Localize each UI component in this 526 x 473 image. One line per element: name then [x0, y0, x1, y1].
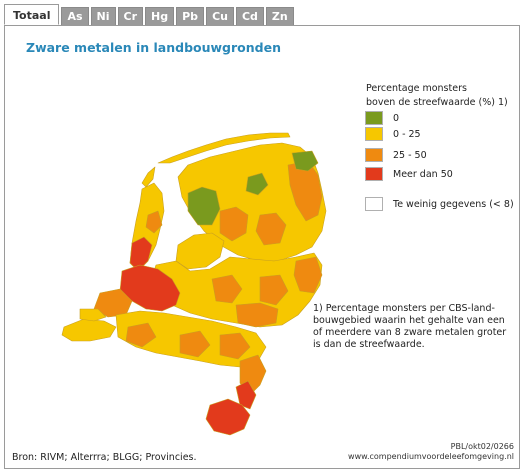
- legend-label-te-weinig: Te weinig gegevens (< 8): [393, 198, 514, 210]
- legend-item-0: 0: [365, 110, 399, 126]
- legend-item-meer-dan-50: Meer dan 50: [365, 166, 453, 182]
- map-region-orange-nh: [145, 210, 163, 234]
- map-region-orange-east-1: [293, 256, 323, 294]
- tab-cu[interactable]: Cu: [206, 7, 234, 25]
- source: Bron: RIVM; Alterrra; BLGG; Provincies.: [12, 452, 197, 463]
- tab-zn[interactable]: Zn: [265, 7, 294, 25]
- tab-totaal[interactable]: Totaal: [4, 4, 60, 25]
- credit-code: PBL/okt02/0266: [450, 442, 514, 451]
- map-region-zeeland: [61, 318, 117, 342]
- footnote: 1) Percentage monsters per CBS-land-bouw…: [313, 303, 507, 350]
- netherlands-map: [61, 132, 327, 436]
- legend-title-line2: boven de streefwaarde (%) 1): [366, 97, 508, 108]
- map-region-orange-drenthe: [255, 212, 287, 246]
- map-region-orange-brabant-3: [125, 322, 157, 348]
- tab-pb[interactable]: Pb: [176, 7, 205, 25]
- legend-title-line1: Percentage monsters: [366, 83, 467, 94]
- legend-label-meer-dan-50: Meer dan 50: [393, 168, 453, 180]
- map-region-flevoland: [175, 232, 225, 270]
- map-region-zeeland-2: [79, 308, 107, 322]
- legend-swatch-0: [365, 111, 383, 125]
- credit: PBL/okt02/0266 www.compendiumvoordeleefo…: [348, 442, 514, 462]
- map-region-limburg-south: [205, 398, 251, 436]
- map-region-orange-fries: [219, 206, 249, 242]
- map-region-orange-gelderland: [235, 302, 279, 328]
- legend-swatch-meer-dan-50: [365, 167, 383, 181]
- map-region-islands: [157, 132, 291, 164]
- legend-label-25-50: 25 - 50: [393, 149, 427, 161]
- legend-swatch-te-weinig: [365, 197, 383, 211]
- tab-hg[interactable]: Hg: [145, 7, 175, 25]
- legend-item-25-50: 25 - 50: [365, 147, 427, 163]
- map-region-red-nh: [129, 236, 153, 272]
- map-region-limburg-red: [235, 380, 257, 410]
- metal-tab-bar: Totaal As Ni Cr Hg Pb Cu Cd Zn: [4, 4, 296, 25]
- map-region-orange-east-2: [259, 274, 289, 306]
- map-region-orange-central: [211, 274, 243, 304]
- tab-cr[interactable]: Cr: [117, 7, 144, 25]
- legend-swatch-0-25: [365, 127, 383, 141]
- credit-website: www.compendiumvoordeleefomgeving.nl: [348, 452, 514, 461]
- legend-item-0-25: 0 - 25: [365, 126, 421, 142]
- map-title: Zware metalen in landbouwgronden: [26, 40, 281, 55]
- legend-label-0-25: 0 - 25: [393, 128, 421, 140]
- legend-item-te-weinig: Te weinig gegevens (< 8): [365, 196, 514, 212]
- map-region-green-west-fries: [187, 186, 221, 226]
- tab-ni[interactable]: Ni: [90, 7, 116, 25]
- legend-label-0: 0: [393, 112, 400, 124]
- map-region-texel: [141, 166, 156, 188]
- legend-title: Percentage monsters boven de streefwaard…: [366, 82, 516, 110]
- map-region-orange-brabant-1: [179, 330, 211, 358]
- map-region-orange-brabant-2: [219, 332, 251, 360]
- legend-swatch-25-50: [365, 148, 383, 162]
- tab-cd[interactable]: Cd: [235, 7, 264, 25]
- tab-as[interactable]: As: [61, 7, 89, 25]
- map-region-green-north: [245, 172, 269, 196]
- map-region-green-ne: [291, 150, 319, 172]
